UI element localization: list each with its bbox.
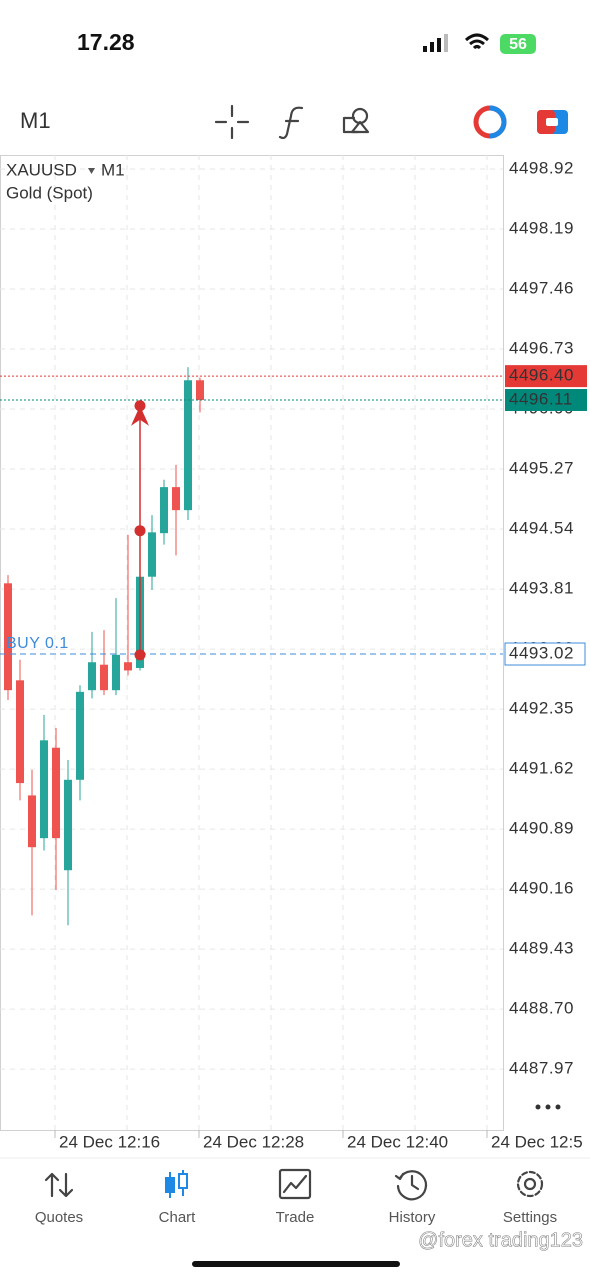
trade-marker bbox=[134, 400, 146, 412]
chart-frame bbox=[0, 155, 504, 1131]
candle-body bbox=[160, 487, 168, 534]
candle-body bbox=[4, 583, 12, 691]
candle-body bbox=[100, 664, 108, 691]
home-indicator bbox=[192, 1261, 400, 1267]
candle-body bbox=[64, 779, 72, 871]
candle-body bbox=[196, 380, 204, 400]
y-tick-label: 4491.62 bbox=[509, 759, 574, 778]
chart-symbol: XAUUSD bbox=[6, 160, 77, 179]
status-time: 17.28 bbox=[77, 29, 135, 55]
candle-body bbox=[184, 380, 192, 511]
chart-description: Gold (Spot) bbox=[6, 183, 93, 202]
candle-body bbox=[112, 654, 120, 691]
account-button[interactable] bbox=[473, 105, 507, 139]
nav-item[interactable]: Chart bbox=[159, 1209, 197, 1226]
crosshair-button[interactable] bbox=[214, 104, 250, 140]
candle-body bbox=[124, 662, 132, 671]
candle-body bbox=[76, 691, 84, 780]
battery-icon bbox=[500, 34, 536, 54]
candle-body bbox=[16, 680, 24, 784]
signal-icon bbox=[423, 34, 448, 52]
plot-area bbox=[0, 155, 503, 1130]
chart-icon[interactable] bbox=[165, 1170, 188, 1198]
y-tick-label: 4493.81 bbox=[509, 579, 574, 598]
indicators-button[interactable] bbox=[278, 106, 304, 140]
trade-button[interactable] bbox=[537, 110, 568, 134]
candle-body bbox=[28, 795, 36, 848]
y-tick-label: 4495.27 bbox=[509, 459, 574, 478]
x-tick-label: 24 Dec 12:40 bbox=[347, 1132, 448, 1151]
y-tick-label: 4498.19 bbox=[509, 218, 574, 237]
x-tick-label: 24 Dec 12:28 bbox=[203, 1132, 304, 1151]
order-badge bbox=[504, 642, 586, 666]
timeframe-button[interactable]: M1 bbox=[20, 108, 51, 133]
x-tick-label: 24 Dec 12:5 bbox=[491, 1132, 583, 1151]
y-tick-label: 4490.16 bbox=[509, 879, 574, 898]
quotes-icon[interactable] bbox=[44, 1172, 74, 1198]
trade-marker bbox=[134, 525, 146, 537]
price-badge bbox=[505, 388, 587, 411]
y-tick-label: 4498.92 bbox=[509, 158, 574, 177]
trade-icon[interactable] bbox=[278, 1168, 312, 1200]
trade-marker bbox=[134, 649, 146, 661]
settings-icon[interactable] bbox=[516, 1170, 544, 1198]
nav-item[interactable]: History bbox=[389, 1209, 436, 1226]
order-price: 4493.02 bbox=[509, 643, 574, 662]
nav-item[interactable]: Trade bbox=[276, 1209, 315, 1226]
y-tick-label: 4490.89 bbox=[509, 819, 574, 838]
watermark: @forex trading123 bbox=[418, 1229, 583, 1251]
y-tick-label: 4492.35 bbox=[509, 699, 574, 718]
price-label: 4496.40 bbox=[509, 366, 574, 385]
candle-body bbox=[52, 747, 60, 839]
nav-item[interactable]: Settings bbox=[503, 1209, 557, 1226]
candle-body bbox=[172, 487, 180, 511]
objects-button[interactable] bbox=[342, 107, 370, 134]
y-tick-label: 4488.70 bbox=[509, 999, 574, 1018]
y-tick-label: 4496.73 bbox=[509, 338, 574, 357]
symbol-menu-marker[interactable] bbox=[88, 168, 95, 174]
price-badge bbox=[505, 365, 587, 388]
wifi-icon bbox=[464, 33, 490, 50]
y-tick-label: 4497.46 bbox=[509, 278, 574, 297]
trade-arrow-head bbox=[131, 405, 149, 426]
history-icon[interactable] bbox=[394, 1170, 428, 1201]
price-label: 4496.11 bbox=[509, 389, 573, 408]
y-tick-label: 4489.43 bbox=[509, 939, 574, 958]
chart-timeframe: M1 bbox=[101, 160, 125, 179]
candle-body bbox=[148, 532, 156, 577]
x-tick-label: 24 Dec 12:16 bbox=[59, 1132, 160, 1151]
y-tick-label: 4487.97 bbox=[509, 1059, 574, 1078]
battery-level: 56 bbox=[509, 36, 527, 53]
order-label: BUY 0.1 bbox=[6, 635, 69, 652]
candle-body bbox=[40, 740, 48, 839]
y-tick-label: 4494.54 bbox=[509, 519, 574, 538]
nav-item[interactable]: Quotes bbox=[35, 1209, 83, 1226]
candle-body bbox=[88, 662, 96, 691]
more-button[interactable] bbox=[535, 1104, 561, 1110]
